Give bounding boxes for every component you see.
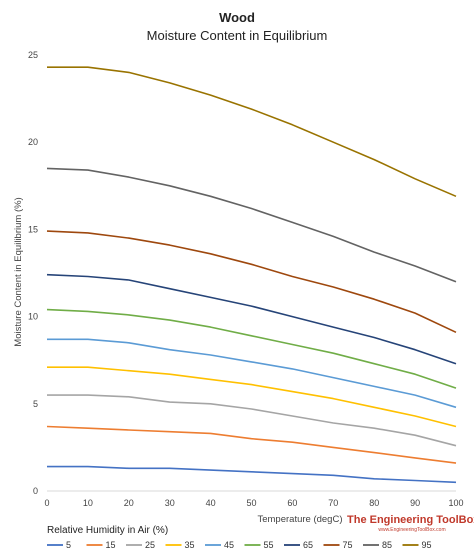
x-tick-label: 80: [369, 498, 379, 508]
x-tick-label: 50: [246, 498, 256, 508]
series-line-rh-95: [47, 66, 457, 198]
y-tick-label: 5: [33, 399, 38, 409]
x-tick-label: 70: [328, 498, 338, 508]
x-tick-label: 30: [165, 498, 175, 508]
series-line-rh-65: [46, 273, 457, 365]
chart-subtitle: Moisture Content in Equilibrium: [147, 28, 328, 43]
y-tick-label: 0: [33, 486, 38, 496]
legend-label-rh-15: 15: [106, 540, 116, 550]
legend-label-rh-75: 75: [343, 540, 353, 550]
y-axis-label: Moisture Content in Equilibrium (%): [13, 197, 24, 346]
series-lines: [46, 66, 457, 484]
series-line-rh-55: [46, 308, 457, 389]
x-axis-label: Temperature (degC): [257, 514, 342, 525]
series-line-rh-35: [47, 366, 457, 428]
series-line-rh-25: [47, 394, 457, 447]
x-tick-label: 10: [83, 498, 93, 508]
logo: The Engineering ToolBox www.EngineeringT…: [347, 514, 474, 533]
legend-label-rh-85: 85: [382, 540, 392, 550]
legend-label-rh-95: 95: [422, 540, 432, 550]
series-line-rh-15: [46, 425, 457, 464]
series-line-rh-75: [46, 230, 457, 334]
x-tick-label: 90: [410, 498, 420, 508]
y-tick-label: 15: [28, 224, 38, 234]
y-tick-label: 10: [28, 312, 38, 322]
legend: 5 15 25 35 45 55 65 75 85 95: [47, 540, 432, 550]
x-tick-label: 0: [44, 498, 49, 508]
legend-label-rh-25: 25: [145, 540, 155, 550]
chart-title: Wood: [219, 10, 255, 25]
y-tick-labels: 0 5 10 15 20 25: [28, 50, 38, 496]
x-tick-label: 40: [206, 498, 216, 508]
legend-label-rh-35: 35: [185, 540, 195, 550]
x-tick-labels: 0 10 20 30 40 50 60 70 80 90 100: [44, 498, 463, 508]
legend-label-rh-5: 5: [66, 540, 71, 550]
series-line-rh-85: [46, 167, 457, 283]
x-tick-label: 60: [287, 498, 297, 508]
series-line-rh-45: [47, 338, 457, 409]
logo-subtext: www.EngineeringToolBox.com: [378, 527, 445, 533]
series-line-rh-5: [47, 465, 457, 484]
y-tick-label: 20: [28, 137, 38, 147]
legend-label-rh-55: 55: [264, 540, 274, 550]
legend-title: Relative Humidity in Air (%): [47, 525, 168, 536]
logo-text: The Engineering ToolBox: [347, 514, 474, 526]
y-tick-label: 25: [28, 50, 38, 60]
x-tick-label: 20: [124, 498, 134, 508]
legend-label-rh-45: 45: [224, 540, 234, 550]
x-tick-label: 100: [448, 498, 463, 508]
legend-label-rh-65: 65: [303, 540, 313, 550]
